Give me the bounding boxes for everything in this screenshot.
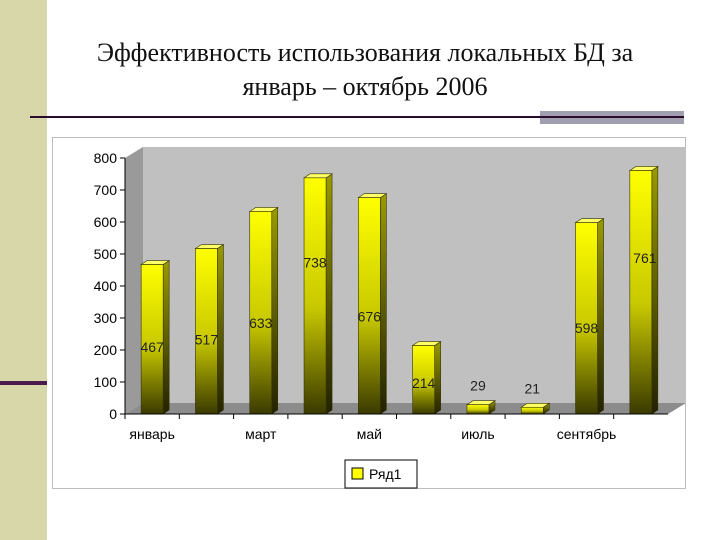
slide-left-accent xyxy=(0,381,47,385)
bar: 517 xyxy=(194,243,225,415)
y-tick-label: 600 xyxy=(94,214,118,230)
y-axis: 0 100 200 300 400 500 600 700 800 xyxy=(94,150,126,422)
bar: 21 xyxy=(520,380,551,415)
y-tick-label: 400 xyxy=(94,278,118,294)
bars: 467 517 633 738 676 214 29 21 598 761 xyxy=(140,165,659,415)
data-label: 29 xyxy=(470,378,486,394)
bar-front xyxy=(520,406,544,415)
bar: 598 xyxy=(574,218,605,415)
bar: 676 xyxy=(357,193,388,415)
x-tick-label: январь xyxy=(129,426,174,442)
bar-front xyxy=(249,211,273,415)
x-tick-label: март xyxy=(245,426,277,442)
x-tick-label: июль xyxy=(461,426,494,442)
bar: 214 xyxy=(411,340,442,415)
data-label: 761 xyxy=(633,250,657,266)
legend-swatch xyxy=(351,467,364,480)
slide-title: Эффективность использования локальных БД… xyxy=(96,38,634,101)
legend: Ряд1 xyxy=(344,459,418,489)
data-label: 598 xyxy=(575,320,599,336)
bar: 738 xyxy=(303,173,334,415)
bar-front xyxy=(303,177,327,415)
y-tick-label: 800 xyxy=(94,150,118,166)
x-tick-label: сентябрь xyxy=(557,426,617,442)
bar-front xyxy=(575,222,598,415)
bar-side xyxy=(597,218,604,415)
chart-side-wall xyxy=(125,147,143,414)
slide-left-band xyxy=(0,0,47,540)
data-label: 214 xyxy=(412,375,436,391)
bar: 29 xyxy=(465,378,496,415)
y-tick-label: 200 xyxy=(94,342,118,358)
data-label: 676 xyxy=(358,309,382,325)
y-tick-label: 100 xyxy=(94,374,118,390)
bar-side xyxy=(325,173,333,415)
bar-side xyxy=(380,193,387,415)
legend-box xyxy=(344,459,418,489)
data-label: 633 xyxy=(249,315,273,331)
bar-side xyxy=(434,340,441,415)
data-label: 467 xyxy=(140,339,164,355)
legend-label: Ряд1 xyxy=(369,466,402,482)
y-tick-label: 0 xyxy=(109,406,117,422)
y-tick-label: 700 xyxy=(94,182,118,198)
chart-back-wall xyxy=(143,147,686,403)
bar: 761 xyxy=(628,165,659,415)
data-label: 21 xyxy=(524,380,540,396)
bar-front xyxy=(466,404,490,415)
bar-side xyxy=(651,165,659,415)
x-tick-label: май xyxy=(357,426,382,442)
bar-front xyxy=(358,197,381,415)
x-axis: январь март май июль сентябрь xyxy=(124,413,668,442)
bar: 633 xyxy=(248,206,279,415)
bar: 467 xyxy=(140,259,171,415)
bar-side xyxy=(271,206,279,415)
title-rule xyxy=(30,116,684,118)
bar-front xyxy=(629,170,653,415)
y-tick-label: 300 xyxy=(94,310,118,326)
data-label: 517 xyxy=(195,332,219,348)
bar-side xyxy=(162,259,170,415)
bar-side xyxy=(217,243,224,415)
data-label: 738 xyxy=(303,255,327,271)
y-tick-label: 500 xyxy=(94,246,118,262)
